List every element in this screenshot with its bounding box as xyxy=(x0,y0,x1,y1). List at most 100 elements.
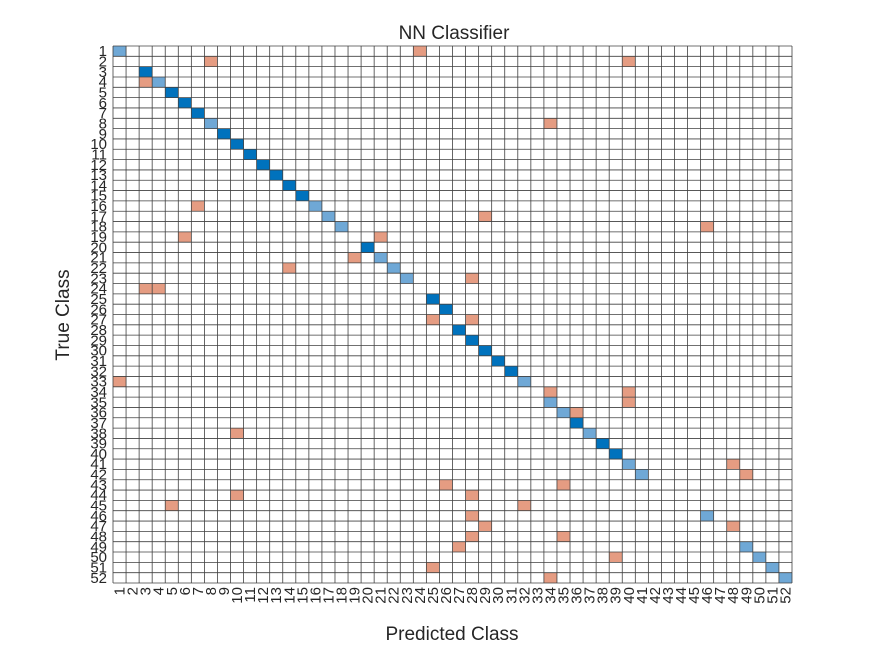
matrix-cell-24-4 xyxy=(152,283,166,294)
matrix-cell-38-37 xyxy=(583,428,597,439)
y-tick-label: 8 xyxy=(99,115,107,132)
x-tick-label: 26 xyxy=(438,587,455,604)
y-tick-label: 27 xyxy=(90,312,107,329)
matrix-cell-50-39 xyxy=(609,552,623,563)
matrix-cell-17-29 xyxy=(478,211,492,222)
x-tick-label: 51 xyxy=(764,587,781,604)
matrix-cell-8-8 xyxy=(204,118,218,129)
x-tick-label: 47 xyxy=(712,587,729,604)
chart-title: NN Classifier xyxy=(399,23,511,44)
matrix-cell-43-26 xyxy=(439,479,453,491)
x-tick-label: 5 xyxy=(164,587,181,595)
matrix-cell-52-34 xyxy=(543,572,557,583)
x-tick-label: 20 xyxy=(360,587,377,604)
y-tick-label: 24 xyxy=(90,281,107,298)
x-tick-label: 25 xyxy=(425,587,442,604)
x-tick-label: 6 xyxy=(177,587,194,595)
matrix-cell-34-34 xyxy=(543,386,557,398)
y-tick-label: 25 xyxy=(90,291,107,308)
y-tick-label: 49 xyxy=(90,539,107,556)
y-tick-label: 1 xyxy=(99,43,107,60)
y-tick-label: 14 xyxy=(90,177,107,194)
matrix-cell-50-50 xyxy=(752,552,766,563)
x-tick-label: 40 xyxy=(621,587,638,604)
matrix-cell-49-27 xyxy=(452,541,466,553)
matrix-cell-3-3 xyxy=(139,66,153,77)
y-tick-label: 32 xyxy=(90,363,107,380)
matrix-cell-44-28 xyxy=(465,490,479,501)
matrix-cell-37-36 xyxy=(570,417,584,429)
matrix-cell-38-10 xyxy=(230,428,244,439)
x-axis-label: Predicted Class xyxy=(385,624,518,645)
matrix-cells xyxy=(113,46,792,583)
x-tick-label: 1 xyxy=(112,587,129,595)
y-tick-label: 30 xyxy=(90,343,107,360)
matrix-cell-48-28 xyxy=(465,531,479,542)
x-tick-label: 45 xyxy=(686,587,703,604)
x-tick-label: 42 xyxy=(647,587,664,604)
x-tick-label: 32 xyxy=(516,587,533,604)
y-tick-label: 2 xyxy=(99,53,107,70)
y-tick-label: 37 xyxy=(90,415,107,432)
x-tick-label: 15 xyxy=(294,587,311,604)
y-tick-label: 16 xyxy=(90,198,107,215)
matrix-cell-22-14 xyxy=(282,262,296,274)
matrix-cell-33-32 xyxy=(517,376,531,387)
x-tick-label: 29 xyxy=(477,587,494,604)
matrix-cell-36-36 xyxy=(570,407,584,418)
matrix-cell-15-15 xyxy=(295,190,309,201)
x-tick-label: 41 xyxy=(634,587,651,604)
x-tick-label: 12 xyxy=(255,587,272,604)
y-tick-label: 12 xyxy=(90,157,107,174)
x-tick-label: 28 xyxy=(464,587,481,604)
matrix-cell-28-27 xyxy=(452,324,466,336)
x-tick-label: 44 xyxy=(673,587,690,604)
y-tick-label: 5 xyxy=(99,84,107,101)
x-tick-label: 17 xyxy=(320,587,337,604)
matrix-cell-41-48 xyxy=(726,459,740,470)
matrix-cell-25-25 xyxy=(426,293,440,305)
x-tick-label: 7 xyxy=(190,587,207,595)
y-axis-label: True Class xyxy=(53,269,74,360)
x-tick-label: 50 xyxy=(751,587,768,604)
matrix-cell-4-3 xyxy=(139,76,153,88)
x-tick-label: 8 xyxy=(203,587,220,595)
y-tick-label: 20 xyxy=(90,239,107,256)
x-tick-labels: 1234567891011121314151617181920212223242… xyxy=(112,587,795,604)
matrix-cell-36-35 xyxy=(556,407,571,418)
matrix-cell-39-38 xyxy=(596,438,610,449)
matrix-cell-18-46 xyxy=(700,221,714,232)
x-tick-label: 31 xyxy=(503,587,520,604)
y-tick-label: 13 xyxy=(90,167,107,184)
matrix-cell-46-28 xyxy=(465,510,479,522)
y-tick-label: 31 xyxy=(90,353,107,370)
x-tick-label: 35 xyxy=(555,587,572,604)
y-tick-label: 18 xyxy=(90,219,107,236)
y-tick-label: 51 xyxy=(90,560,107,577)
matrix-cell-4-4 xyxy=(152,76,166,88)
y-tick-label: 9 xyxy=(99,126,107,143)
matrix-cell-11-11 xyxy=(243,149,257,160)
matrix-cell-16-7 xyxy=(191,200,205,212)
x-tick-label: 48 xyxy=(725,587,742,604)
matrix-cell-32-31 xyxy=(504,366,518,377)
y-tick-label: 45 xyxy=(90,498,107,515)
y-tick-label: 28 xyxy=(90,322,107,339)
matrix-cell-34-40 xyxy=(622,386,636,398)
y-tick-label: 42 xyxy=(90,467,107,484)
y-tick-label: 6 xyxy=(99,95,107,112)
x-tick-label: 36 xyxy=(569,587,586,604)
matrix-cell-2-8 xyxy=(204,56,218,67)
matrix-cell-45-32 xyxy=(517,500,531,511)
x-tick-label: 4 xyxy=(151,587,168,595)
y-tick-label: 23 xyxy=(90,270,107,287)
matrix-cell-16-16 xyxy=(308,200,322,212)
y-tick-label: 34 xyxy=(90,384,107,401)
matrix-cell-35-34 xyxy=(543,397,557,408)
y-tick-label: 40 xyxy=(90,446,107,463)
matrix-cell-14-14 xyxy=(282,180,296,191)
y-tick-label: 21 xyxy=(90,250,107,267)
x-tick-label: 46 xyxy=(699,587,716,604)
matrix-cell-23-23 xyxy=(400,273,414,284)
matrix-cell-8-34 xyxy=(543,118,557,129)
